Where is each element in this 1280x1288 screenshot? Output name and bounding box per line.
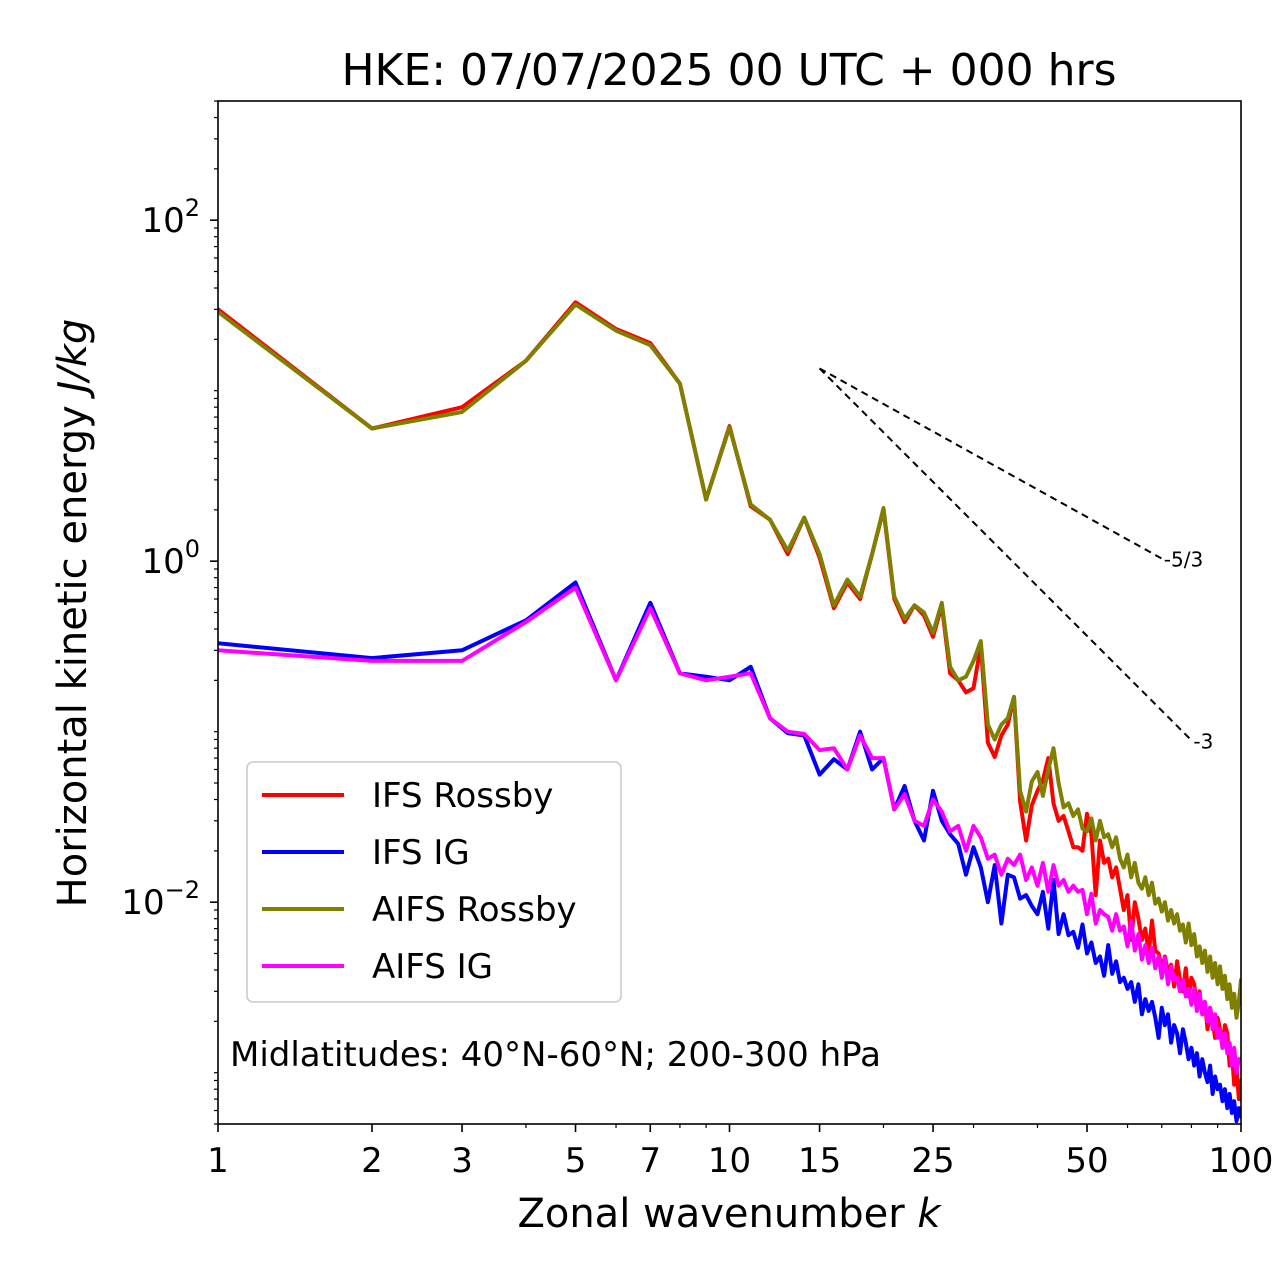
x-tick-label: 1: [207, 1141, 229, 1181]
series-line-aifs-rossby: [218, 302, 1241, 1020]
x-tick-label: 2: [361, 1141, 383, 1181]
legend: IFS Rossby IFS IG AIFS Rossby AIFS IG: [246, 761, 622, 1003]
legend-label: IFS Rossby: [372, 776, 553, 816]
x-axis: 1 2 3 5 7 10 15 25 50 100: [207, 1124, 1273, 1181]
x-tick-label: 5: [565, 1141, 587, 1181]
x-axis-label: Zonal wavenumber k: [517, 1191, 942, 1237]
region-annotation: Midlatitudes: 40°N-60°N; 200-300 hPa: [230, 1035, 881, 1075]
y-tick-label: 102: [141, 194, 200, 241]
series-layer: [218, 300, 1241, 1124]
reference-line-minus-five-thirds: [819, 367, 1163, 560]
legend-box: [246, 761, 622, 1003]
chart-title: HKE: 07/07/2025 00 UTC + 000 hrs: [341, 45, 1116, 96]
series-line-aifs-ig: [218, 585, 1241, 1075]
legend-label: AIFS Rossby: [372, 890, 577, 930]
x-tick-label: 7: [639, 1141, 661, 1181]
reference-line-minus-three: [818, 367, 1193, 742]
legend-label: IFS IG: [372, 833, 470, 873]
y-axis: 102 100 10−2: [121, 100, 218, 1125]
x-tick-label: 25: [911, 1141, 954, 1181]
reference-line-label: -3: [1193, 729, 1213, 753]
x-tick-label: 15: [798, 1141, 841, 1181]
x-tick-label: 50: [1065, 1141, 1108, 1181]
y-axis-label: Horizontal kinetic energy J/kg: [50, 319, 96, 908]
y-tick-label: 10−2: [121, 876, 200, 923]
x-tick-label: 10: [708, 1141, 751, 1181]
reference-slope-lines: -5/3 -3: [818, 367, 1213, 753]
x-tick-label: 3: [451, 1141, 473, 1181]
reference-line-label: -5/3: [1164, 548, 1203, 572]
legend-label: AIFS IG: [372, 947, 493, 987]
x-tick-label: 100: [1209, 1141, 1274, 1181]
y-tick-label: 100: [141, 535, 200, 582]
